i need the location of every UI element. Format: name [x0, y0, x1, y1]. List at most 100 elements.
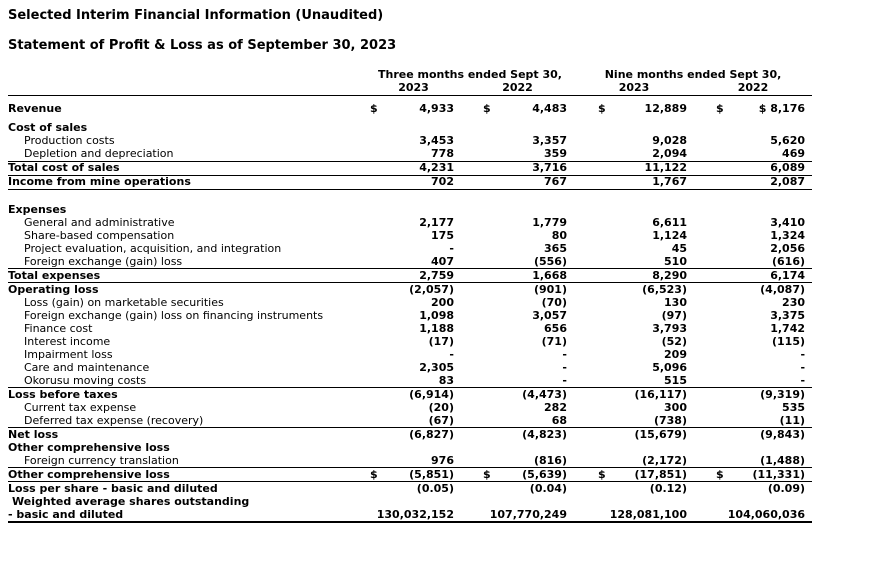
cell-value: - — [562, 373, 567, 387]
table-row: Impairment loss - - 209 - — [8, 348, 812, 361]
cell-value: (115) — [771, 334, 806, 348]
value-cell — [574, 203, 694, 216]
cell-value: 2,759 — [419, 268, 454, 282]
table-row: Total expenses 2,759 1,668 8,290 6,174 — [8, 268, 813, 283]
value-cell: 3,453 — [366, 135, 461, 148]
spacer-cell — [8, 189, 812, 203]
cell-value: 3,410 — [770, 215, 806, 229]
three-months-header: Three months ended Sept 30, — [378, 68, 562, 81]
cell-value: 702 — [431, 175, 454, 188]
row-label: Total expenses — [8, 268, 366, 283]
value-cell: (738) — [574, 414, 694, 428]
financial-table: Three months ended Sept 30, Nine months … — [8, 67, 813, 523]
cell-value: (11) — [779, 413, 806, 427]
value-cell: - — [694, 374, 813, 388]
table-row: Cost of sales — [8, 122, 812, 135]
row-label: General and administrative — [24, 216, 175, 229]
value-cell: $ (5,639) — [461, 467, 574, 482]
cell-value: 3,716 — [532, 161, 567, 174]
cell-value: (901) — [533, 282, 567, 296]
statement-title: Statement of Profit & Loss as of Septemb… — [8, 38, 397, 53]
value-cell: 6,611 — [574, 216, 694, 229]
cell-value: 175 — [431, 228, 454, 242]
table-row: Other comprehensive loss — [8, 441, 812, 454]
value-cell: 2,759 — [366, 268, 461, 283]
year-header-row: 2023 2022 2023 2022 — [8, 81, 813, 96]
cell-value: 6,174 — [770, 268, 806, 282]
value-cell — [366, 495, 461, 508]
cell-value: 510 — [664, 254, 687, 268]
cell-value: 3,375 — [770, 308, 806, 322]
value-cell: - — [366, 348, 461, 361]
value-cell: 209 — [574, 348, 694, 361]
table-row: Income from mine operations 702 767 1,767 2,… — [8, 175, 813, 190]
cell-value: 407 — [431, 254, 454, 268]
value-cell: (2,057) — [366, 283, 461, 297]
value-cell: 80 — [461, 229, 574, 242]
value-cell: 3,793 — [574, 322, 694, 335]
cell-value: 45 — [671, 241, 687, 255]
value-cell: 1,742 — [694, 322, 812, 335]
cell-value: (0.05) — [416, 481, 454, 495]
value-cell: 9,028 — [574, 135, 694, 148]
value-cell: 1,124 — [574, 229, 694, 242]
cell-value: 1,324 — [770, 228, 806, 242]
value-cell: $ (11,331) — [694, 467, 813, 482]
cell-value: (70) — [541, 295, 567, 309]
value-cell: (20) — [366, 401, 461, 414]
value-cell: 2,094 — [574, 147, 694, 162]
value-cell: 359 — [461, 147, 574, 162]
cell-value: (1,488) — [760, 453, 806, 467]
cell-value: 4,483 — [532, 102, 567, 115]
value-cell: (9,843) — [694, 428, 812, 442]
row-label: Other comprehensive loss — [8, 441, 170, 454]
cell-value: 365 — [544, 241, 567, 255]
cell-value: 1,767 — [652, 175, 687, 188]
cell-value: 1,668 — [532, 268, 567, 282]
value-cell: (4,473) — [461, 388, 574, 402]
cell-value: 976 — [431, 453, 454, 467]
table-row: General and administrative 2,177 1,779 6,61… — [8, 216, 812, 229]
value-cell: 8,290 — [574, 268, 694, 283]
row-label: Foreign currency translation — [8, 454, 366, 468]
value-cell: (15,679) — [574, 428, 694, 442]
cell-value: 128,081,100 — [609, 507, 687, 521]
value-cell: $12,889 — [574, 96, 694, 116]
cell-value: 6,611 — [652, 215, 687, 229]
value-cell: (616) — [694, 255, 813, 269]
row-label: Impairment loss — [24, 348, 113, 361]
table-body: Revenue $4,933 $4,483 $12,889 $ $ 8,176 Cost o… — [8, 96, 813, 523]
row-label: Other comprehensive loss — [8, 467, 366, 482]
cell-value: (16,117) — [634, 387, 687, 401]
value-cell: 1,668 — [461, 268, 574, 283]
cell-value: 656 — [544, 321, 567, 335]
cell-value: (17,851) — [634, 467, 687, 481]
value-cell: 3,716 — [461, 161, 574, 176]
value-cell: - — [461, 361, 574, 374]
cell-value: (2,057) — [409, 282, 454, 296]
value-cell — [694, 441, 812, 454]
cell-value: (0.12) — [649, 481, 687, 495]
value-cell: 3,375 — [694, 309, 812, 322]
cell-value: (6,914) — [409, 387, 454, 401]
table-row: Production costs 3,453 3,357 9,028 5,620 — [8, 135, 812, 148]
value-cell: (4,823) — [461, 428, 574, 442]
cell-value: 3,793 — [652, 321, 687, 335]
value-cell: $ (17,851) — [574, 467, 694, 482]
dollar-sign: $ — [716, 102, 724, 115]
table-row: Loss before taxes (6,914) (4,473) (16,117) (… — [8, 388, 812, 402]
row-label: Weighted average shares outstanding — [12, 495, 250, 508]
table-row: Current tax expense (20) 282 300 535 — [8, 401, 812, 414]
cell-value: - — [449, 347, 454, 361]
year-col-1: 2023 — [366, 81, 461, 96]
header-spacer — [8, 81, 366, 96]
period-header-row: Three months ended Sept 30, Nine months … — [8, 67, 812, 82]
value-cell: (6,827) — [366, 428, 461, 442]
table-row: Net loss (6,827) (4,823) (15,679) (9,843) — [8, 428, 812, 442]
row-label: Care and maintenance — [24, 361, 150, 374]
cell-value: 80 — [551, 228, 567, 242]
nine-months-header: Nine months ended Sept 30, — [604, 68, 782, 81]
value-cell: 107,770,249 — [461, 508, 574, 523]
cell-value: 6,089 — [770, 161, 806, 174]
cell-value: 2,177 — [419, 215, 454, 229]
